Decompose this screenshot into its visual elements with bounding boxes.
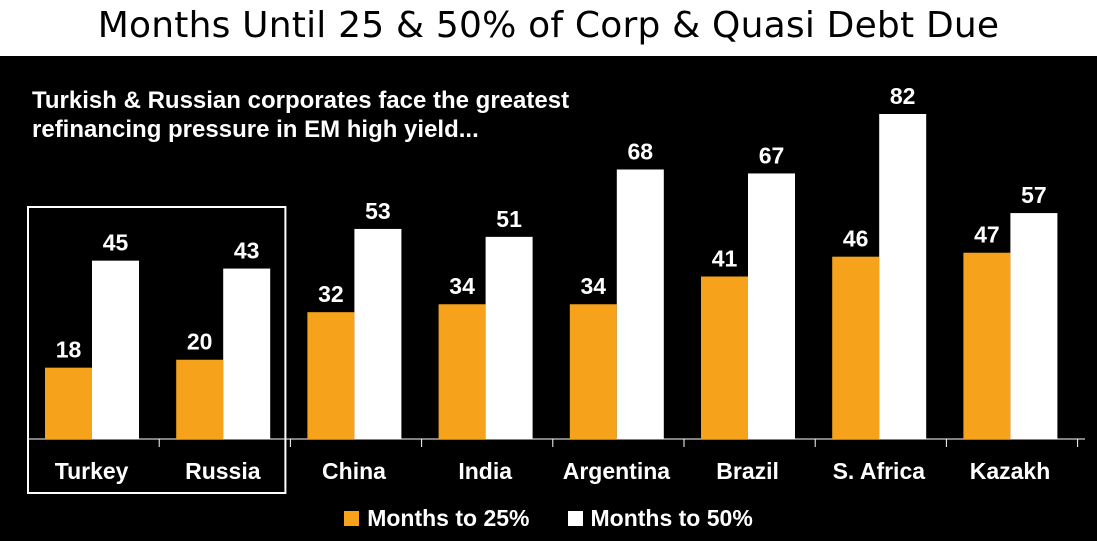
bar-50: [748, 173, 795, 439]
data-label-25: 20: [187, 329, 213, 355]
data-label-25: 34: [581, 273, 607, 299]
bar-25: [569, 304, 617, 439]
legend-label-25: Months to 25%: [367, 504, 530, 531]
highlight-box: [27, 206, 287, 494]
bar-50: [92, 260, 139, 439]
bar-50: [223, 268, 271, 439]
category-label: Kazakh: [970, 458, 1051, 484]
data-label-50: 68: [628, 138, 654, 164]
data-label-25: 18: [56, 337, 82, 363]
bar-25: [438, 304, 486, 439]
bar-50: [485, 236, 533, 439]
bar-chart: 18 45 Turkey 20 43 Russia 32 53 China 34 51 India 34…: [27, 83, 1085, 494]
category-label: India: [458, 458, 512, 484]
data-label-50: 57: [1021, 182, 1047, 208]
data-label-50: 45: [103, 230, 129, 256]
legend-swatch-25: [344, 510, 360, 526]
data-label-50: 53: [365, 198, 391, 224]
bar-25: [176, 359, 224, 439]
legend-item-50: Months to 50%: [567, 504, 753, 532]
data-label-25: 41: [712, 246, 738, 272]
category-label: China: [322, 458, 386, 484]
bar-50: [616, 169, 664, 440]
data-label-50: 51: [496, 206, 522, 232]
bar-25: [45, 367, 92, 439]
category-label: S. Africa: [833, 458, 926, 484]
category-label: Turkey: [55, 458, 129, 484]
data-label-50: 67: [759, 142, 785, 168]
data-label-25: 46: [843, 226, 869, 252]
bar-50: [879, 114, 927, 439]
category-label: Russia: [185, 458, 261, 484]
data-label-50: 43: [234, 238, 260, 264]
legend-label-50: Months to 50%: [590, 504, 753, 531]
legend-item-25: Months to 25%: [344, 504, 530, 532]
legend-swatch-50: [567, 510, 583, 526]
bar-50: [354, 228, 402, 439]
bar-25: [307, 312, 355, 439]
data-label-25: 32: [318, 281, 344, 307]
data-label-25: 34: [449, 273, 475, 299]
bar-25: [832, 256, 880, 439]
bar-25: [963, 252, 1011, 439]
data-label-50: 82: [890, 83, 916, 109]
category-label: Brazil: [716, 458, 779, 484]
data-label-25: 47: [974, 222, 1000, 248]
chart-panel: 18 45 Turkey 20 43 Russia 32 53 China 34 51 India 34…: [0, 56, 1097, 541]
bar-50: [1010, 213, 1058, 439]
chart-annotation: Turkish & Russian corporates face the gr…: [32, 87, 570, 143]
bar-25: [701, 276, 748, 439]
legend: Months to 25% Months to 50%: [0, 501, 1097, 535]
chart-title: Months Until 25 & 50% of Corp & Quasi De…: [97, 5, 1000, 46]
category-label: Argentina: [563, 458, 671, 484]
